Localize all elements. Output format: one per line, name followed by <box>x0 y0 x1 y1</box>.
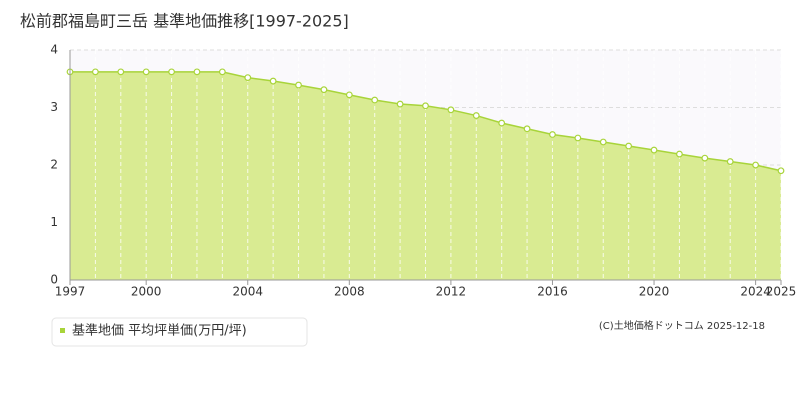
point <box>752 161 760 169</box>
point <box>777 167 785 175</box>
y-tick-label: 2 <box>50 158 58 172</box>
x-tick-label: 2024 <box>740 285 771 299</box>
point <box>117 68 125 76</box>
point <box>396 100 404 108</box>
legend-box <box>51 317 308 347</box>
chart-title: 松前郡福島町三岳 基準地価推移[1997-2025] <box>20 12 349 31</box>
x-tick-label: 2016 <box>537 285 568 299</box>
x-tick-label: 2020 <box>639 285 670 299</box>
copyright: (C)土地価格ドットコム 2025-12-18 <box>599 319 765 332</box>
point <box>345 91 353 99</box>
point <box>472 112 480 119</box>
point <box>599 138 607 146</box>
y-tick-label: 0 <box>50 273 58 287</box>
y-tick-label: 1 <box>50 215 58 229</box>
point <box>295 81 302 89</box>
point <box>422 102 429 110</box>
point <box>726 158 734 165</box>
legend-label: 基準地価 平均坪単価(万円/坪) <box>72 323 247 339</box>
point <box>498 119 506 127</box>
point <box>320 86 328 94</box>
point <box>447 106 455 114</box>
point <box>676 150 683 158</box>
x-tick-label: 2025 <box>766 285 797 299</box>
point <box>371 96 379 104</box>
point <box>269 77 277 85</box>
point <box>193 68 201 76</box>
point <box>244 74 252 81</box>
legend-swatch <box>60 328 65 333</box>
point <box>142 68 150 76</box>
point <box>218 68 226 76</box>
x-tick-label: 2004 <box>232 285 263 299</box>
point <box>574 134 582 142</box>
x-tick-label: 1997 <box>55 285 86 299</box>
point <box>549 131 556 138</box>
x-tick-label: 2008 <box>334 285 365 299</box>
x-tick-label: 2012 <box>436 285 467 299</box>
point <box>650 146 658 154</box>
point <box>91 68 99 76</box>
point <box>168 68 175 76</box>
point <box>701 154 709 162</box>
point <box>523 125 531 133</box>
x-tick-label: 2000 <box>131 285 162 299</box>
y-tick-label: 4 <box>50 43 58 57</box>
point <box>625 142 633 150</box>
y-tick-label: 3 <box>50 100 58 114</box>
